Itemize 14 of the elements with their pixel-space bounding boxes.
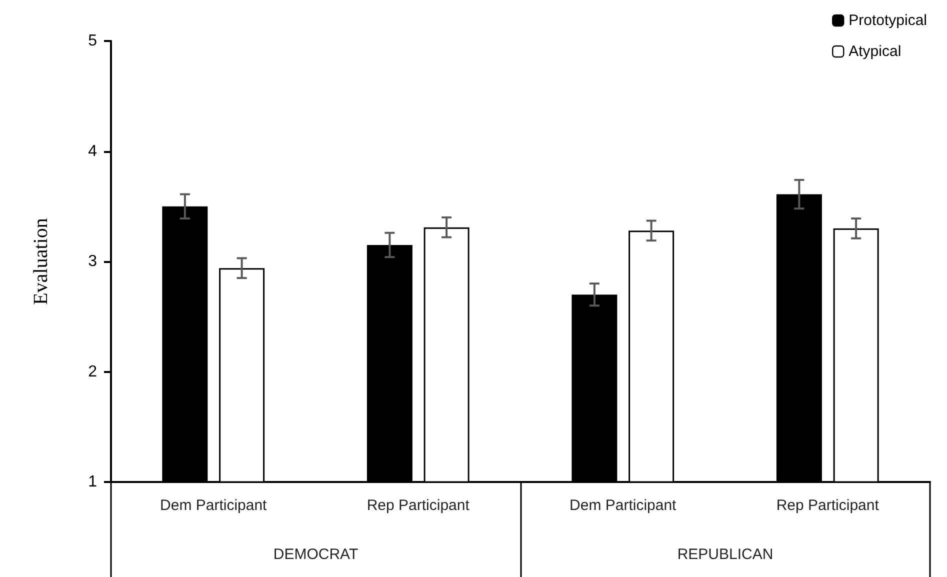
legend-label: Prototypical (848, 12, 928, 29)
x-tick-label: Dem Participant (160, 497, 268, 514)
text: DEMOCRAT (273, 546, 358, 563)
y-tick-label: 4 (88, 142, 98, 160)
legend-label: Atypical (848, 43, 902, 60)
y-tick-label: 5 (88, 32, 98, 50)
y-tick-label: 1 (88, 474, 98, 490)
x-tick-label: Dem Participant (570, 497, 678, 514)
y-axis-title: Evaluation (30, 218, 52, 305)
y-tick-label: 2 (88, 363, 98, 380)
x-tick-label: Rep Participant (776, 497, 880, 514)
y-tick-label: 3 (88, 253, 98, 270)
x-tick-label: Rep Participant (366, 497, 470, 514)
text: REPUBLICAN (677, 546, 774, 563)
